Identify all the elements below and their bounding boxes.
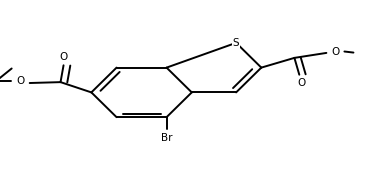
- Text: O: O: [297, 78, 305, 88]
- Text: O: O: [331, 47, 340, 56]
- Text: S: S: [233, 38, 240, 48]
- Text: Br: Br: [161, 133, 172, 143]
- Text: O: O: [16, 76, 24, 86]
- Text: O: O: [59, 52, 68, 62]
